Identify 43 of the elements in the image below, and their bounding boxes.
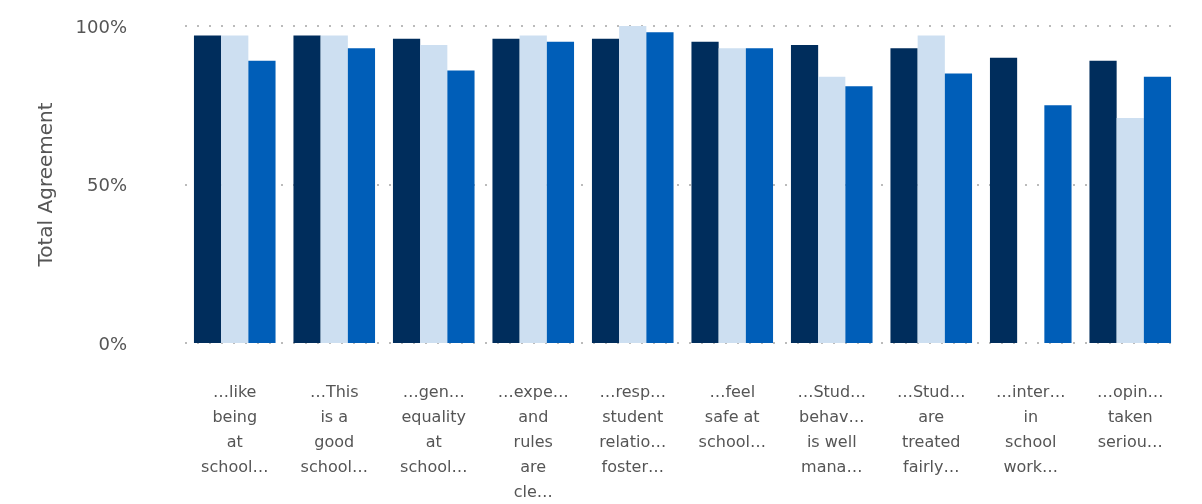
x-tick-label: …Stud… are treated fairly…: [896, 382, 966, 476]
bar: [1143, 76, 1172, 343]
bar: [193, 35, 222, 343]
bar: [1116, 117, 1144, 343]
bar: [420, 45, 448, 343]
bar: [248, 60, 276, 343]
bar: [745, 48, 774, 343]
bar: [718, 48, 746, 343]
x-tick-label: …expe… and rules are cle…: [497, 382, 569, 501]
bar: [546, 41, 575, 343]
bar: [890, 48, 918, 343]
bar: [646, 32, 674, 343]
bar: [619, 26, 647, 343]
bar: [818, 76, 846, 343]
x-tick-label: …like being at school…: [201, 382, 269, 476]
bar: [293, 35, 321, 343]
x-tick-label: …Stud… behav… is well mana…: [797, 382, 867, 476]
x-tick-label: …opin… taken seriou…: [1096, 382, 1164, 451]
bar: [591, 38, 620, 343]
bar: [519, 35, 547, 343]
x-tick-label: …inter… in school work…: [996, 382, 1066, 476]
bar: [320, 35, 348, 343]
y-tick-label: 50%: [86, 174, 127, 195]
x-tick-label: …gen… equality at school…: [400, 382, 468, 476]
bar: [221, 35, 249, 343]
bar: [492, 38, 520, 343]
bar: [944, 73, 973, 343]
bar: [1089, 60, 1117, 343]
bar: [447, 70, 475, 343]
x-tick-label: …This is a good school…: [300, 382, 368, 476]
bar: [691, 41, 719, 343]
y-axis-title: Total Agreement: [33, 102, 57, 268]
y-tick-label: 100%: [75, 15, 127, 37]
x-tick-label: …resp… student relatio… foster…: [599, 382, 667, 476]
bar: [1044, 105, 1072, 343]
bar: [917, 35, 945, 343]
x-tick-label: …feel safe at school…: [698, 382, 766, 451]
bar: [790, 45, 819, 343]
bar: [989, 57, 1018, 343]
bar: [392, 38, 421, 343]
y-tick-label: 0%: [98, 332, 127, 354]
bar: [347, 48, 376, 343]
bar: [845, 86, 873, 343]
